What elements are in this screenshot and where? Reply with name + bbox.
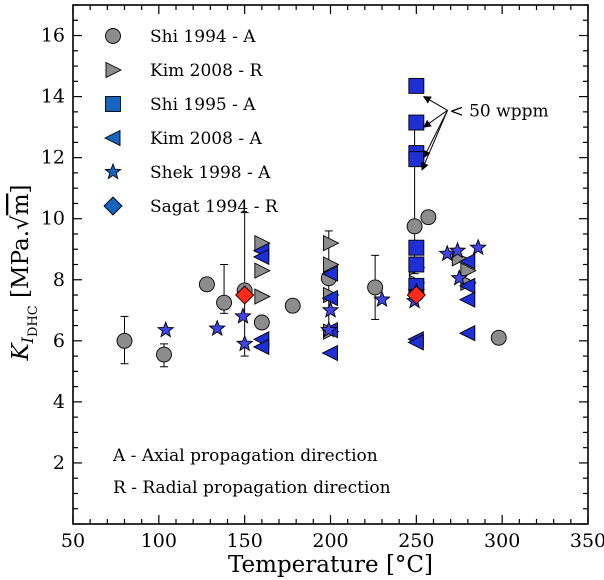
data-point: [234, 307, 252, 324]
data-point: [469, 238, 487, 256]
y-tick-labels: 2 4 6 8 10 12 14 16: [41, 25, 65, 474]
note-axial: A - Axial propagation direction: [112, 446, 378, 466]
x-tick-label: 100: [141, 530, 177, 552]
data-point: [490, 329, 507, 346]
data-point: [235, 285, 255, 305]
legend-label: Shi 1995 - A: [150, 95, 256, 115]
notes: A - Axial propagation direction R - Radi…: [112, 446, 391, 498]
annotation: < 50 wppm: [421, 96, 549, 171]
annotation-arrow: [423, 110, 448, 159]
y-tick-label: 14: [41, 86, 65, 108]
y-tick-label: 2: [53, 452, 65, 474]
x-tick-label: 50: [61, 530, 85, 552]
y-label-sub: I: [18, 336, 37, 344]
y-label-units-suffix: ]: [8, 185, 34, 194]
y-label-main: K: [8, 342, 34, 362]
data-point: [253, 314, 270, 331]
y-label-units-root: m: [8, 193, 34, 215]
data-point: [458, 277, 476, 295]
x-tick-label: 300: [484, 530, 520, 552]
data-point: [216, 294, 233, 311]
x-tick-label: 250: [398, 530, 434, 552]
data-point: [458, 291, 476, 308]
data-point: [156, 346, 172, 363]
legend: Shi 1994 - A Kim 2008 - R Shi 1995 - A Kim …: [103, 27, 279, 217]
data-point: [321, 265, 338, 282]
annotation-arrow: [422, 96, 448, 111]
data-point: [156, 320, 175, 338]
y-label-units-prefix: [MPa.: [8, 230, 34, 305]
axis-ticks: [72, 4, 589, 525]
legend-marker: [103, 129, 121, 147]
y-label-root-sign: √: [8, 215, 34, 230]
x-axis-label: Temperature [°C]: [228, 552, 433, 578]
legend-marker: [105, 96, 121, 112]
legend-label: Kim 2008 - R: [150, 61, 263, 81]
data-point: [406, 285, 426, 305]
data-point: [408, 256, 425, 273]
data-point: [458, 324, 476, 342]
legend-marker: [105, 61, 123, 79]
legend-label: Shi 1994 - A: [150, 27, 256, 47]
data-point: [208, 319, 227, 337]
data-point: [458, 253, 476, 270]
data-point: [367, 279, 384, 296]
data-point: [408, 151, 425, 168]
x-tick-label: 350: [570, 530, 604, 552]
y-axis-label-text: KIDHC [MPa.√m]: [8, 185, 41, 362]
data-point: [373, 290, 391, 308]
legend-marker: [104, 162, 122, 180]
y-tick-label: 16: [41, 25, 65, 47]
y-tick-label: 10: [41, 208, 65, 230]
data-point: [116, 332, 133, 349]
data-points: [116, 77, 507, 363]
legend-label: Shek 1998 - A: [150, 163, 271, 183]
data-point: [323, 256, 340, 273]
legend-marker: [103, 196, 123, 216]
data-point: [321, 289, 338, 307]
y-tick-label: 6: [53, 330, 65, 352]
data-point: [420, 209, 437, 226]
data-point: [323, 234, 340, 252]
data-point: [254, 262, 271, 279]
note-radial: R - Radial propagation direction: [113, 478, 391, 498]
legend-label: Sagat 1994 - R: [150, 197, 279, 217]
x-tick-labels: 50 100 150 200 250 300 350: [61, 530, 604, 552]
data-point: [235, 334, 254, 352]
data-point: [408, 239, 425, 256]
legend-label: Kim 2008 - A: [150, 129, 262, 149]
y-tick-label: 4: [53, 391, 65, 413]
y-tick-label: 8: [53, 269, 65, 291]
data-point: [319, 320, 338, 338]
y-axis-label: KIDHC [MPa.√m]: [8, 185, 41, 362]
data-point: [460, 262, 477, 279]
data-point: [252, 338, 270, 356]
data-point: [198, 276, 215, 293]
x-tick-label: 150: [227, 530, 263, 552]
annotation-arrow: [422, 109, 448, 128]
y-tick-label: 12: [41, 147, 65, 169]
data-point: [407, 334, 424, 351]
data-point: [408, 114, 425, 131]
y-label-subsub: DHC: [26, 305, 41, 337]
legend-marker: [105, 28, 121, 44]
data-point: [450, 268, 469, 286]
annotation-text: < 50 wppm: [449, 101, 548, 121]
data-point: [284, 297, 301, 314]
data-point: [252, 248, 270, 266]
x-tick-label: 200: [312, 530, 348, 552]
data-point: [408, 77, 425, 94]
data-point: [321, 301, 340, 318]
annotation-arrow: [421, 110, 448, 171]
data-point: [321, 344, 338, 362]
data-point: [406, 218, 423, 235]
data-point: [448, 241, 467, 259]
data-point: [254, 288, 271, 305]
